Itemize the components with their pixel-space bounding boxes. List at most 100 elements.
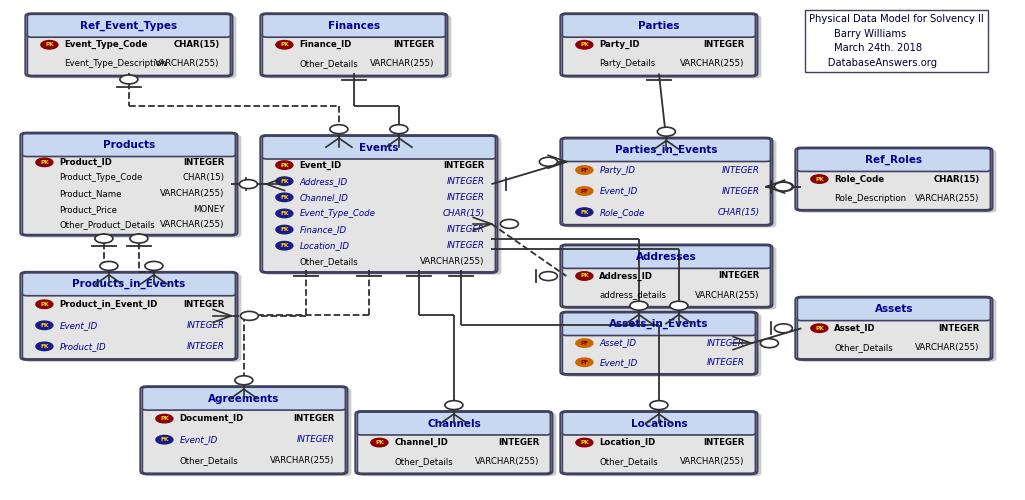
Text: VARCHAR(255): VARCHAR(255) xyxy=(420,258,485,266)
FancyBboxPatch shape xyxy=(28,14,231,37)
Text: PK: PK xyxy=(280,162,289,168)
Circle shape xyxy=(276,226,293,234)
FancyBboxPatch shape xyxy=(23,134,236,156)
FancyBboxPatch shape xyxy=(565,413,762,476)
Circle shape xyxy=(276,161,293,170)
FancyBboxPatch shape xyxy=(797,168,990,209)
Text: Other_Details: Other_Details xyxy=(600,457,658,466)
FancyBboxPatch shape xyxy=(800,298,996,362)
Text: Event_ID: Event_ID xyxy=(179,435,217,444)
Text: PK: PK xyxy=(160,416,169,421)
Circle shape xyxy=(775,182,793,191)
FancyBboxPatch shape xyxy=(563,33,755,76)
Text: FK: FK xyxy=(160,437,169,442)
Text: INTEGER: INTEGER xyxy=(447,176,485,186)
Circle shape xyxy=(670,301,688,310)
Text: CHAR(15): CHAR(15) xyxy=(718,208,760,216)
Circle shape xyxy=(276,242,293,250)
Circle shape xyxy=(539,272,558,280)
Text: Role_Code: Role_Code xyxy=(600,208,645,216)
Text: Other_Details: Other_Details xyxy=(299,258,358,266)
Text: PK: PK xyxy=(580,440,588,445)
Text: Other_Details: Other_Details xyxy=(834,343,893,352)
Text: Ref_Roles: Ref_Roles xyxy=(865,155,923,165)
FancyBboxPatch shape xyxy=(23,292,236,359)
Circle shape xyxy=(240,180,257,188)
Circle shape xyxy=(657,127,675,136)
Text: INTEGER: INTEGER xyxy=(293,414,334,423)
Text: PF: PF xyxy=(580,188,588,194)
Text: PF: PF xyxy=(580,340,588,345)
Text: PK: PK xyxy=(815,176,824,182)
Text: Addresses: Addresses xyxy=(636,252,697,262)
Text: PK: PK xyxy=(815,326,824,330)
FancyBboxPatch shape xyxy=(145,388,352,476)
Text: PK: PK xyxy=(40,302,49,307)
Text: MONEY: MONEY xyxy=(193,204,224,214)
Text: INTEGER: INTEGER xyxy=(183,300,224,309)
Text: Event_ID: Event_ID xyxy=(600,358,638,366)
Text: Event_Type_Code: Event_Type_Code xyxy=(299,209,375,218)
Text: Product_ID: Product_ID xyxy=(59,342,106,351)
Text: FK: FK xyxy=(40,323,48,328)
Text: INTEGER: INTEGER xyxy=(183,158,224,167)
FancyBboxPatch shape xyxy=(142,406,345,473)
Text: PK: PK xyxy=(280,42,289,48)
Text: INTEGER: INTEGER xyxy=(447,193,485,202)
Text: Agreements: Agreements xyxy=(208,394,280,404)
FancyBboxPatch shape xyxy=(563,264,771,306)
Text: VARCHAR(255): VARCHAR(255) xyxy=(695,290,760,300)
FancyBboxPatch shape xyxy=(142,387,345,410)
Circle shape xyxy=(445,400,463,409)
Text: Parties_in_Events: Parties_in_Events xyxy=(615,145,718,155)
Circle shape xyxy=(774,324,792,333)
Text: Other_Details: Other_Details xyxy=(179,456,238,465)
Text: Finance_ID: Finance_ID xyxy=(299,225,346,234)
Circle shape xyxy=(811,175,828,183)
Text: Products: Products xyxy=(102,140,155,150)
Text: INTEGER: INTEGER xyxy=(498,438,539,447)
Text: PF: PF xyxy=(580,360,588,364)
Text: INTEGER: INTEGER xyxy=(447,241,485,250)
Text: INTEGER: INTEGER xyxy=(187,342,224,351)
Text: PK: PK xyxy=(580,274,588,278)
Text: VARCHAR(255): VARCHAR(255) xyxy=(370,60,435,68)
Text: Product_in_Event_ID: Product_in_Event_ID xyxy=(59,300,158,309)
FancyBboxPatch shape xyxy=(797,298,990,320)
Text: Finances: Finances xyxy=(328,21,380,31)
Text: FK: FK xyxy=(580,210,588,214)
Text: Party_ID: Party_ID xyxy=(600,166,636,174)
Text: INTEGER: INTEGER xyxy=(706,338,744,347)
Text: Product_Name: Product_Name xyxy=(59,189,122,198)
FancyBboxPatch shape xyxy=(23,152,236,234)
Text: Event_ID: Event_ID xyxy=(299,160,341,170)
Text: INTEGER: INTEGER xyxy=(722,166,760,174)
Text: INTEGER: INTEGER xyxy=(938,324,979,332)
Text: CHAR(15): CHAR(15) xyxy=(933,174,979,184)
FancyBboxPatch shape xyxy=(563,431,755,474)
Text: Channel_ID: Channel_ID xyxy=(299,193,348,202)
Text: Assets_in_Events: Assets_in_Events xyxy=(609,319,708,329)
FancyBboxPatch shape xyxy=(565,314,762,377)
Circle shape xyxy=(576,166,592,174)
Circle shape xyxy=(811,324,828,332)
Circle shape xyxy=(120,75,138,84)
FancyBboxPatch shape xyxy=(262,14,446,37)
Text: INTEGER: INTEGER xyxy=(187,321,224,330)
Circle shape xyxy=(330,124,347,134)
FancyBboxPatch shape xyxy=(264,137,501,275)
Text: Locations: Locations xyxy=(630,418,687,428)
Text: Product_ID: Product_ID xyxy=(59,158,113,167)
Text: CHAR(15): CHAR(15) xyxy=(182,174,224,182)
Text: INTEGER: INTEGER xyxy=(447,225,485,234)
Circle shape xyxy=(576,339,592,347)
Circle shape xyxy=(500,220,519,228)
FancyBboxPatch shape xyxy=(262,136,495,159)
Circle shape xyxy=(276,209,293,218)
Text: Asset_ID: Asset_ID xyxy=(600,338,637,347)
Text: VARCHAR(255): VARCHAR(255) xyxy=(160,220,224,230)
Circle shape xyxy=(390,124,408,134)
Text: Address_ID: Address_ID xyxy=(600,272,653,280)
FancyBboxPatch shape xyxy=(262,33,446,76)
Circle shape xyxy=(95,234,113,243)
